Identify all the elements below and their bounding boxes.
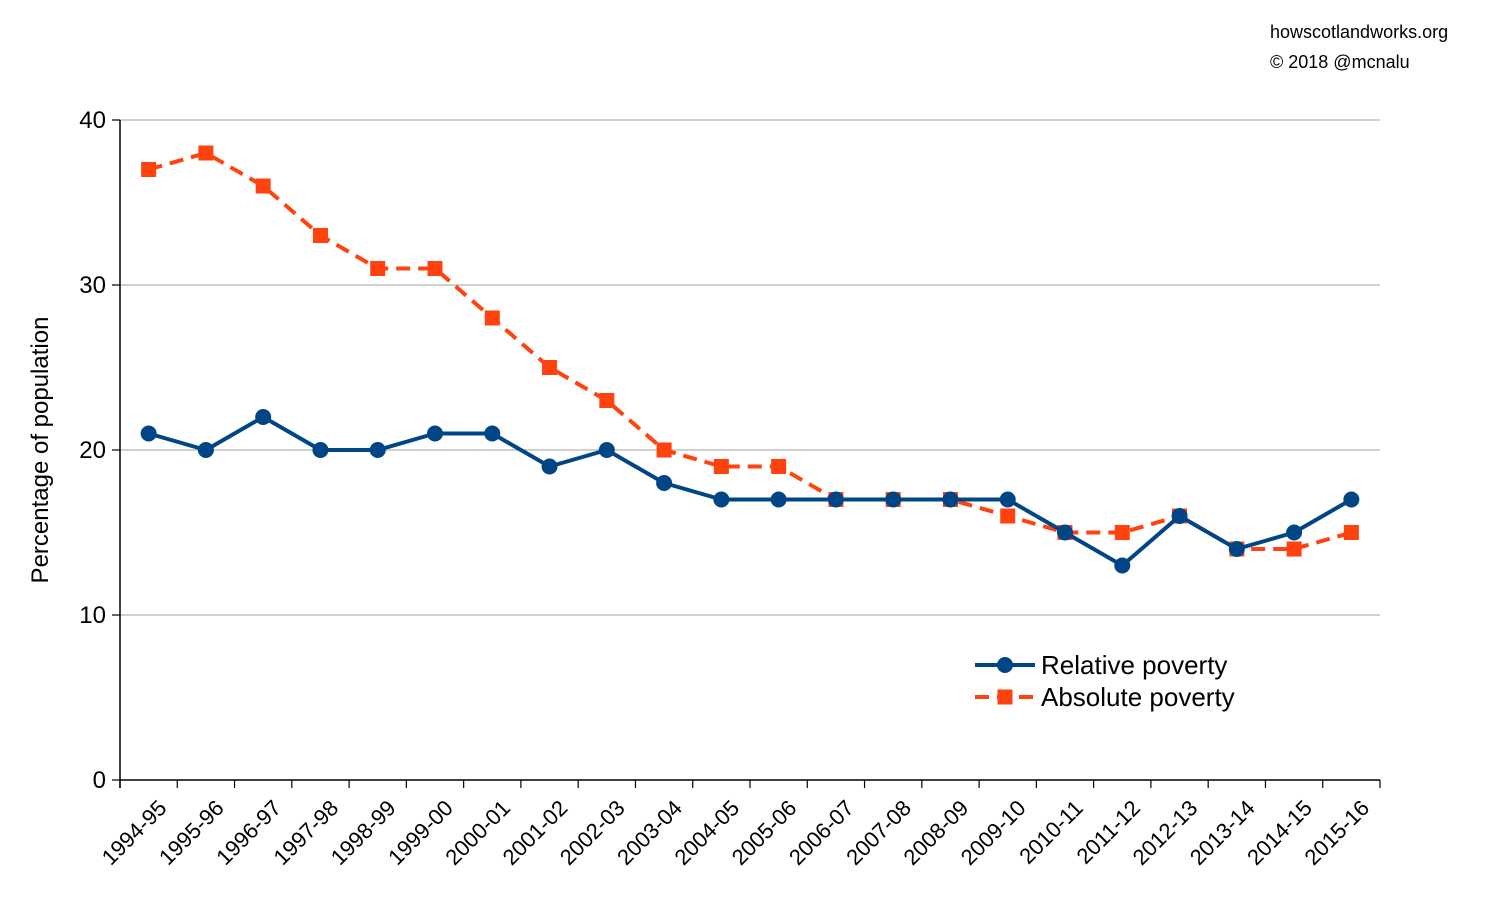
data-point <box>771 459 787 474</box>
data-point <box>713 459 729 474</box>
data-point <box>1057 524 1073 541</box>
legend-marker <box>997 689 1013 705</box>
data-point <box>770 491 787 508</box>
data-point <box>1000 508 1016 524</box>
axes <box>112 119 1381 788</box>
data-point <box>999 491 1016 508</box>
data-point <box>198 145 214 161</box>
data-point <box>197 442 214 458</box>
data-point <box>713 491 730 508</box>
series-line <box>148 415 1353 568</box>
series-line <box>148 151 1352 551</box>
data-point <box>885 491 902 508</box>
legend-marker <box>997 657 1013 673</box>
data-point <box>1286 524 1303 541</box>
legend-label: Relative poverty <box>1041 650 1227 680</box>
data-point <box>255 409 272 425</box>
data-point <box>1343 491 1360 508</box>
x-tick-label: 2009-10 <box>956 795 1031 870</box>
series-layer <box>140 145 1360 574</box>
y-tick-label: 40 <box>79 107 106 134</box>
data-point <box>255 178 271 194</box>
data-point <box>598 442 615 458</box>
y-tick-label: 20 <box>79 437 106 464</box>
data-point <box>484 310 500 326</box>
legend-item: Absolute poverty <box>975 682 1235 712</box>
data-point <box>1114 557 1131 574</box>
data-point <box>542 360 558 375</box>
data-point <box>141 162 157 177</box>
y-tick-label: 30 <box>79 272 106 299</box>
y-tick-label: 0 <box>93 767 106 794</box>
grid-lines <box>120 119 1380 616</box>
data-point <box>827 491 844 508</box>
x-tick-labels: 1994-951995-961996-971997-981998-991999-… <box>97 795 1375 870</box>
legend-item: Relative poverty <box>975 650 1227 680</box>
site-credit: howscotlandworks.org <box>1270 22 1449 42</box>
x-tick-label: 2015-16 <box>1299 795 1374 870</box>
data-point <box>369 442 386 458</box>
data-point <box>599 393 615 408</box>
data-point <box>942 491 959 508</box>
copyright-credit: © 2018 @mcnalu <box>1270 52 1410 72</box>
series-absolute-poverty <box>141 145 1359 557</box>
data-point <box>140 425 157 442</box>
data-point <box>656 475 673 491</box>
data-point <box>484 425 501 442</box>
data-point <box>1343 525 1359 540</box>
data-point <box>312 442 329 458</box>
data-point <box>427 261 443 276</box>
data-point <box>541 458 558 475</box>
y-axis-label: Percentage of population <box>27 317 54 584</box>
y-tick-labels: 0 10 20 30 40 <box>79 107 106 794</box>
y-tick-label: 10 <box>79 602 106 629</box>
data-point <box>312 228 328 243</box>
data-point <box>1228 541 1245 557</box>
data-point <box>1171 508 1188 524</box>
data-point <box>370 261 386 276</box>
series-relative-poverty <box>140 409 1360 574</box>
data-point <box>427 425 443 442</box>
data-point <box>1114 525 1130 540</box>
data-point <box>656 442 672 458</box>
legend-label: Absolute poverty <box>1041 682 1235 712</box>
data-point <box>1286 541 1302 557</box>
